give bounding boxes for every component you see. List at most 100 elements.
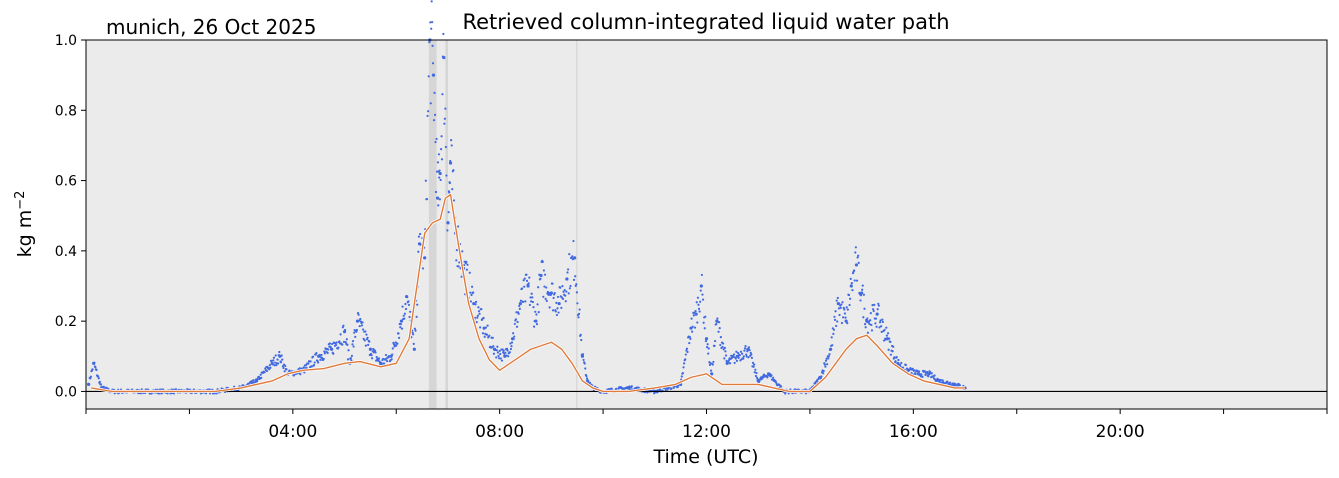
raw-data-point bbox=[535, 323, 539, 326]
raw-data-point bbox=[881, 320, 884, 324]
raw-data-point bbox=[263, 371, 266, 374]
raw-data-point bbox=[564, 300, 567, 303]
x-tick-label: 08:00 bbox=[475, 422, 524, 442]
raw-data-point bbox=[551, 309, 555, 312]
raw-data-point bbox=[762, 376, 765, 379]
raw-data-point bbox=[371, 357, 374, 360]
raw-data-point bbox=[667, 387, 670, 390]
raw-data-point bbox=[684, 358, 687, 361]
raw-data-point bbox=[305, 366, 308, 369]
raw-data-point bbox=[712, 360, 715, 364]
raw-data-point bbox=[363, 339, 366, 342]
raw-data-point bbox=[280, 354, 283, 357]
flagged-period-band bbox=[445, 40, 448, 409]
raw-data-point bbox=[421, 267, 425, 270]
raw-data-point bbox=[615, 387, 618, 390]
raw-data-point bbox=[527, 282, 530, 285]
raw-data-point bbox=[411, 331, 414, 334]
raw-data-point bbox=[370, 354, 373, 357]
raw-data-point bbox=[448, 181, 451, 185]
raw-data-point bbox=[826, 363, 829, 366]
raw-data-point bbox=[320, 356, 324, 360]
raw-data-point bbox=[105, 386, 108, 390]
raw-data-point bbox=[835, 299, 838, 302]
raw-data-point bbox=[484, 326, 487, 329]
raw-data-point bbox=[685, 349, 688, 352]
raw-data-point bbox=[933, 374, 936, 377]
raw-data-point bbox=[502, 349, 505, 352]
raw-data-point bbox=[885, 326, 888, 329]
raw-data-point bbox=[851, 289, 854, 292]
raw-data-point bbox=[682, 362, 686, 365]
raw-data-point bbox=[574, 275, 577, 278]
raw-data-point bbox=[496, 345, 499, 348]
raw-data-point bbox=[742, 357, 745, 360]
raw-data-point bbox=[479, 326, 482, 329]
raw-data-point bbox=[100, 385, 104, 388]
raw-data-point bbox=[822, 369, 825, 373]
raw-data-point bbox=[282, 366, 285, 370]
y-tick-label: 0.8 bbox=[55, 103, 77, 119]
raw-data-point bbox=[914, 372, 917, 376]
raw-data-point bbox=[715, 322, 718, 326]
raw-data-point bbox=[719, 336, 722, 339]
raw-data-point bbox=[857, 261, 860, 264]
raw-data-point bbox=[828, 353, 831, 356]
raw-data-point bbox=[529, 296, 532, 299]
raw-data-point bbox=[887, 348, 890, 351]
raw-data-point bbox=[834, 310, 837, 313]
raw-data-point bbox=[97, 377, 100, 380]
raw-data-point bbox=[515, 325, 519, 328]
raw-data-point bbox=[899, 364, 902, 367]
raw-data-point bbox=[872, 308, 875, 311]
raw-data-point bbox=[882, 339, 886, 342]
raw-data-point bbox=[513, 335, 516, 338]
raw-data-point bbox=[716, 317, 719, 320]
raw-data-point bbox=[495, 349, 498, 352]
raw-data-point bbox=[525, 273, 528, 276]
raw-data-point bbox=[270, 359, 273, 362]
raw-data-point bbox=[833, 318, 837, 321]
raw-data-point bbox=[469, 291, 472, 294]
raw-data-point bbox=[574, 284, 577, 288]
raw-data-point bbox=[481, 332, 485, 335]
raw-data-point bbox=[346, 358, 350, 361]
raw-data-point bbox=[860, 291, 864, 295]
raw-data-point bbox=[744, 344, 747, 348]
raw-data-point bbox=[352, 345, 355, 348]
raw-data-point bbox=[93, 361, 96, 364]
raw-data-point bbox=[438, 171, 442, 176]
raw-data-point bbox=[564, 294, 567, 297]
raw-data-point bbox=[366, 336, 369, 339]
raw-data-point bbox=[404, 302, 407, 306]
raw-data-point bbox=[939, 378, 943, 382]
raw-data-point bbox=[495, 356, 498, 359]
raw-data-point bbox=[299, 373, 302, 376]
raw-data-point bbox=[268, 364, 271, 367]
raw-data-point bbox=[323, 350, 326, 353]
raw-data-point bbox=[380, 361, 383, 365]
raw-data-point bbox=[97, 375, 100, 378]
raw-data-point bbox=[452, 199, 456, 202]
raw-data-point bbox=[877, 304, 880, 307]
raw-data-point bbox=[874, 322, 877, 325]
raw-data-point bbox=[442, 32, 445, 36]
raw-data-point bbox=[436, 196, 440, 200]
raw-data-point bbox=[552, 296, 555, 300]
raw-data-point bbox=[519, 299, 523, 302]
raw-data-point bbox=[450, 138, 453, 142]
raw-data-point bbox=[582, 358, 585, 362]
raw-data-point bbox=[414, 329, 417, 332]
raw-data-point bbox=[733, 361, 736, 365]
raw-data-point bbox=[428, 41, 431, 44]
raw-data-point bbox=[385, 360, 389, 363]
raw-data-point bbox=[583, 362, 586, 365]
raw-data-point bbox=[878, 326, 881, 329]
raw-data-point bbox=[819, 377, 822, 380]
plot-area bbox=[86, 40, 1327, 409]
raw-data-point bbox=[753, 371, 756, 374]
raw-data-point bbox=[754, 368, 757, 371]
raw-data-point bbox=[444, 145, 447, 149]
raw-data-point bbox=[427, 75, 430, 78]
raw-data-point bbox=[743, 349, 746, 352]
